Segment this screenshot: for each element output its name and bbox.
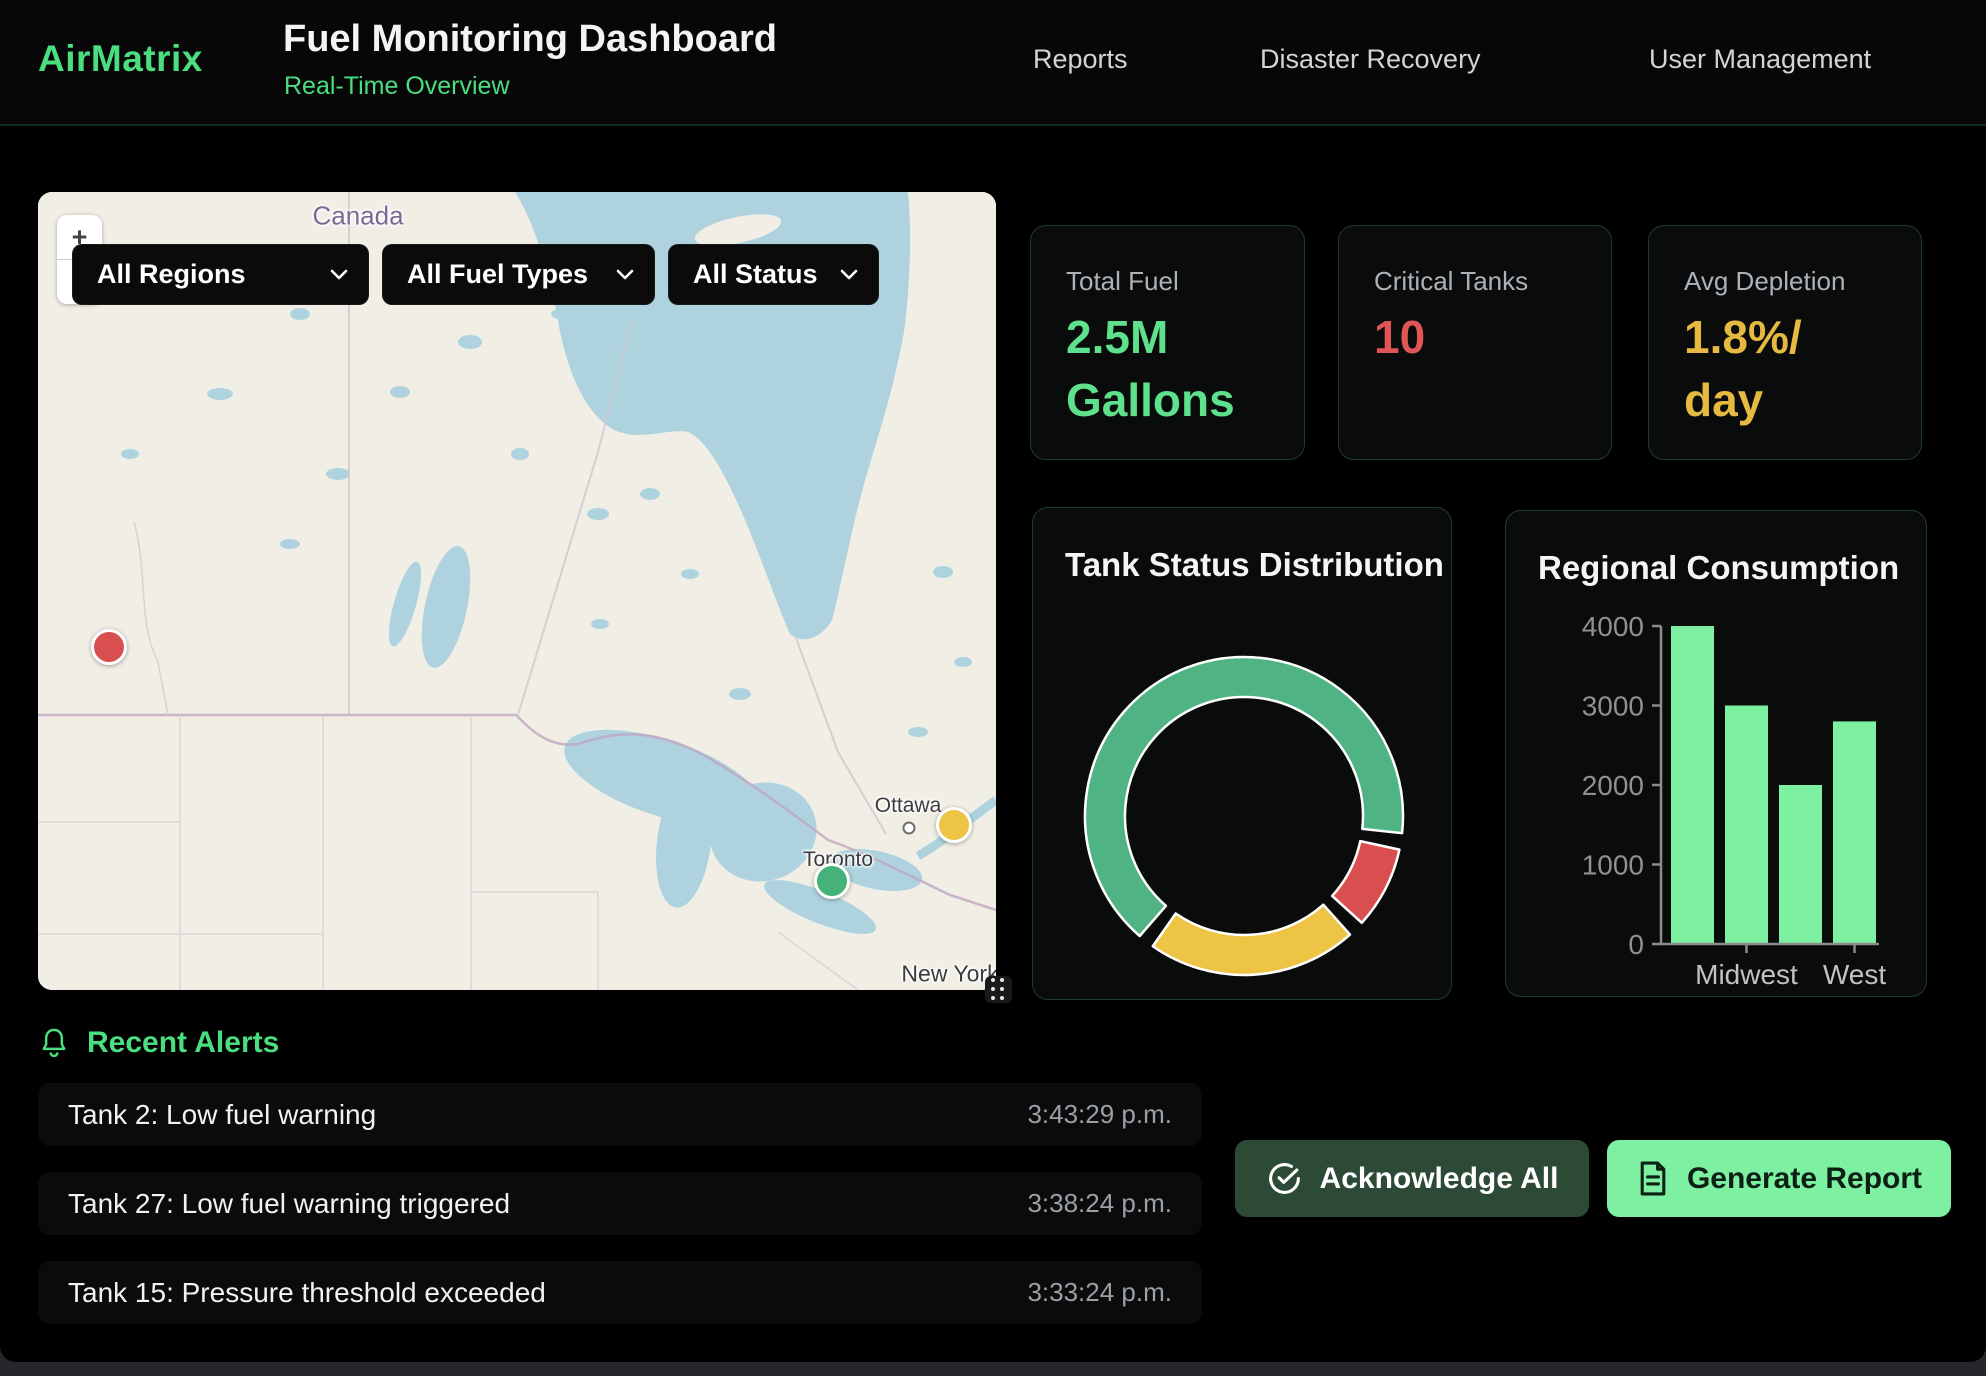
recent-alerts-title: Recent Alerts (87, 1026, 279, 1060)
chevron-down-icon (840, 269, 858, 281)
stat-label: Total Fuel (1066, 266, 1179, 297)
alert-time: 3:33:24 p.m. (1027, 1277, 1172, 1308)
tank-status-donut-chart (1033, 508, 1453, 1001)
x-tick-label: West (1823, 959, 1886, 990)
dashboard-app: AirMatrix Fuel Monitoring Dashboard Real… (0, 0, 1986, 1362)
nav-disaster-recovery[interactable]: Disaster Recovery (1260, 44, 1481, 75)
regional-consumption-card: Regional Consumption 01000200030004000Mi… (1505, 510, 1927, 997)
stat-card-critical-tanks: Critical Tanks 10 (1338, 225, 1612, 460)
tank-marker-normal[interactable] (814, 863, 850, 899)
stat-card-avg-depletion: Avg Depletion 1.8%/day (1648, 225, 1922, 460)
y-tick-label: 2000 (1582, 770, 1644, 801)
stat-value: 10 (1374, 306, 1425, 369)
chevron-down-icon (616, 269, 634, 281)
y-tick-label: 3000 (1582, 691, 1644, 722)
map-label-new-york: New York (901, 961, 996, 988)
check-circle-icon (1266, 1160, 1303, 1197)
map-label-ottawa: Ottawa (875, 794, 942, 818)
recent-alerts-header: Recent Alerts (38, 1026, 279, 1060)
status-filter-select[interactable]: All Status (668, 244, 879, 305)
fuel-type-filter-select[interactable]: All Fuel Types (382, 244, 655, 305)
stat-value: 1.8%/day (1684, 306, 1802, 432)
region-filter-select[interactable]: All Regions (72, 244, 369, 305)
region-filter-value: All Regions (97, 259, 246, 290)
page-subtitle: Real-Time Overview (284, 72, 510, 101)
alert-message: Tank 15: Pressure threshold exceeded (68, 1277, 546, 1309)
donut-segment-critical (1332, 841, 1399, 923)
acknowledge-all-button[interactable]: Acknowledge All (1235, 1140, 1589, 1217)
stat-card-total-fuel: Total Fuel 2.5MGallons (1030, 225, 1305, 460)
tank-marker-warning[interactable] (936, 807, 972, 843)
chevron-down-icon (330, 269, 348, 281)
alert-row: Tank 15: Pressure threshold exceeded 3:3… (38, 1261, 1202, 1324)
ottawa-town-icon (903, 822, 916, 835)
alert-message: Tank 27: Low fuel warning triggered (68, 1188, 510, 1220)
generate-report-label: Generate Report (1687, 1162, 1922, 1196)
acknowledge-all-label: Acknowledge All (1320, 1162, 1559, 1196)
donut-segment-warning (1153, 905, 1350, 975)
bar-region-1 (1671, 626, 1714, 944)
document-icon (1636, 1160, 1670, 1197)
brand-logo: AirMatrix (38, 38, 203, 80)
fuel-type-filter-value: All Fuel Types (407, 259, 588, 290)
y-tick-label: 4000 (1582, 611, 1644, 642)
alert-message: Tank 2: Low fuel warning (68, 1099, 376, 1131)
page-title: Fuel Monitoring Dashboard (283, 18, 777, 61)
alert-row: Tank 27: Low fuel warning triggered 3:38… (38, 1172, 1202, 1235)
tank-map[interactable]: Canada Ottawa Toronto New York + − All R… (38, 192, 996, 990)
alert-row: Tank 2: Low fuel warning 3:43:29 p.m. (38, 1083, 1202, 1146)
bar-Midwest (1725, 706, 1768, 945)
bell-icon (38, 1026, 70, 1060)
y-tick-label: 1000 (1582, 850, 1644, 881)
status-filter-value: All Status (693, 259, 818, 290)
nav-reports[interactable]: Reports (1033, 44, 1128, 75)
nav-user-management[interactable]: User Management (1649, 44, 1871, 75)
alert-time: 3:43:29 p.m. (1027, 1099, 1172, 1130)
generate-report-button[interactable]: Generate Report (1607, 1140, 1951, 1217)
bar-region-3 (1779, 785, 1822, 944)
regional-consumption-bar-chart: 0 1000 2000 3000 4000 Midwest West (1506, 511, 1928, 998)
map-resize-handle[interactable] (985, 976, 1012, 1003)
header-bar: AirMatrix Fuel Monitoring Dashboard Real… (0, 0, 1986, 126)
bar-West (1833, 721, 1876, 944)
alert-time: 3:38:24 p.m. (1027, 1188, 1172, 1219)
stat-value: 2.5MGallons (1066, 306, 1235, 432)
y-tick-label: 0 (1628, 929, 1644, 960)
tank-marker-critical[interactable] (91, 629, 127, 665)
tank-status-distribution-card: Tank Status Distribution (1032, 507, 1452, 1000)
stat-label: Avg Depletion (1684, 266, 1845, 297)
x-tick-label: Midwest (1695, 959, 1798, 990)
map-label-canada: Canada (312, 201, 403, 232)
stat-label: Critical Tanks (1374, 266, 1528, 297)
map-filter-row: All Regions All Fuel Types All Status (72, 244, 879, 305)
